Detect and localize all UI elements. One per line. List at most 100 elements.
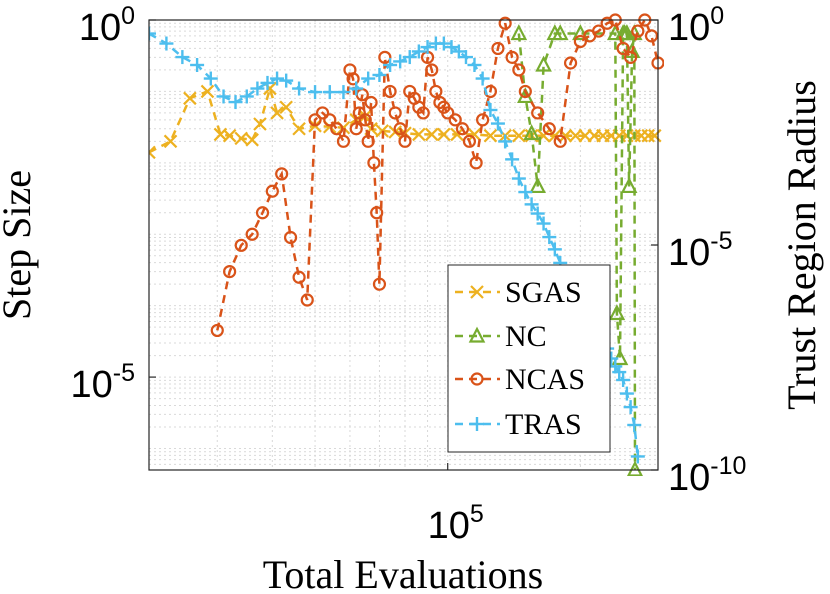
data-point-nc (606, 24, 624, 41)
data-point-tras (393, 54, 408, 69)
data-point-tras (475, 71, 490, 86)
data-point-tras (619, 386, 634, 401)
data-point-ncas (378, 50, 392, 64)
data-point-ncas (455, 122, 470, 136)
data-point-ncas (542, 122, 556, 136)
data-point-sgas (292, 121, 306, 136)
series-line-nc (517, 32, 637, 471)
data-point-nc (523, 124, 540, 141)
data-point-ncas (518, 84, 532, 99)
data-point-tras (483, 103, 498, 117)
series-line-ncas (216, 17, 660, 331)
legend-label-sgas: SGAS (505, 276, 582, 309)
series-ncas (210, 13, 664, 338)
data-point-nc (535, 55, 552, 72)
data-point-tras (175, 50, 190, 65)
data-point-ncas (398, 134, 412, 148)
ticks: 105 100 10-5 100 10-5 10-10 (70, 2, 746, 547)
data-point-nc (529, 177, 546, 194)
legend-entry-sgas: SGAS (455, 276, 582, 309)
data-point-tras (444, 40, 459, 55)
data-point-ncas (346, 72, 360, 86)
legend-marker-symbol (470, 285, 484, 299)
data-point-tras (490, 116, 505, 131)
data-point-ncas (210, 323, 224, 338)
data-point-ncas (616, 41, 630, 56)
data-point-sgas (467, 127, 482, 142)
data-point-tras (536, 216, 551, 231)
data-point-tras (270, 71, 285, 86)
data-point-sgas (568, 128, 583, 143)
data-point-ncas (361, 134, 375, 148)
data-point-nc (608, 304, 626, 321)
series-line-sgas (149, 83, 655, 154)
data-point-ncas (429, 84, 443, 99)
data-point-ncas (624, 50, 638, 64)
data-point-ncas (600, 16, 614, 30)
data-point-tras (420, 40, 435, 55)
data-point-tras (467, 58, 482, 72)
data-point-ncas (512, 63, 526, 77)
data-point-ncas (283, 230, 298, 245)
legend-marker-nc (468, 326, 486, 343)
data-point-tras (349, 81, 364, 96)
legend-marker-symbol (470, 417, 484, 431)
data-point-ncas (255, 206, 270, 220)
data-point-ncas (323, 113, 337, 127)
data-point-ncas (372, 277, 387, 291)
legend-entry-tras: TRAS (455, 408, 582, 441)
y-right-tick-label: 10-10 (668, 452, 746, 499)
data-point-nc (626, 460, 643, 476)
data-point-sgas (437, 127, 451, 142)
data-point-ncas (476, 113, 490, 127)
legend-marker-symbol (468, 326, 486, 343)
data-point-ncas (223, 264, 237, 279)
data-point-sgas (163, 134, 178, 149)
y-left-tick-label: 100 (79, 2, 135, 49)
data-point-tras (518, 185, 533, 200)
data-point-tras (524, 197, 539, 212)
data-point-tras (292, 81, 307, 96)
legend-entry-nc: NC (455, 320, 547, 353)
data-point-ncas (308, 113, 322, 127)
data-point-ncas (349, 122, 363, 136)
data-point-ncas (553, 134, 567, 148)
data-point-ncas (292, 270, 306, 284)
legend-label-ncas: NCAS (505, 363, 585, 396)
y-left-tick-label: 10-5 (70, 359, 135, 406)
data-point-ncas (592, 24, 606, 38)
data-point-tras (149, 26, 156, 41)
data-point-tras (542, 230, 557, 245)
data-point-tras (627, 418, 642, 432)
y-axis-label-left: Step Size (0, 170, 39, 320)
data-point-sgas (412, 127, 426, 142)
data-point-tras (402, 50, 417, 65)
data-point-tras (623, 400, 638, 415)
data-point-ncas (388, 106, 402, 120)
legend: SGAS NC NCAS TRAS (447, 264, 611, 453)
data-point-tras (458, 50, 473, 65)
data-point-tras (250, 81, 265, 96)
data-point-tras (336, 85, 351, 100)
data-point-tras (190, 58, 205, 72)
data-point-sgas (512, 128, 526, 143)
data-point-ncas (358, 113, 372, 127)
x-tick-label: 105 (428, 500, 484, 547)
legend-marker-symbol (470, 372, 484, 386)
data-point-tras (322, 85, 337, 100)
data-point-tras (630, 449, 645, 464)
data-point-nc (510, 24, 528, 41)
data-point-ncas (336, 134, 351, 148)
data-point-tras (411, 44, 426, 59)
data-point-sgas (270, 106, 284, 120)
data-point-tras (239, 89, 254, 104)
data-point-tras (159, 36, 174, 51)
data-point-ncas (234, 238, 248, 252)
legend-label-nc: NC (505, 320, 547, 353)
data-point-ncas (275, 167, 289, 181)
x-axis-label: Total Evaluations (263, 552, 543, 594)
data-point-ncas (498, 16, 512, 30)
plot-area (149, 13, 664, 476)
data-point-ncas (644, 29, 659, 43)
